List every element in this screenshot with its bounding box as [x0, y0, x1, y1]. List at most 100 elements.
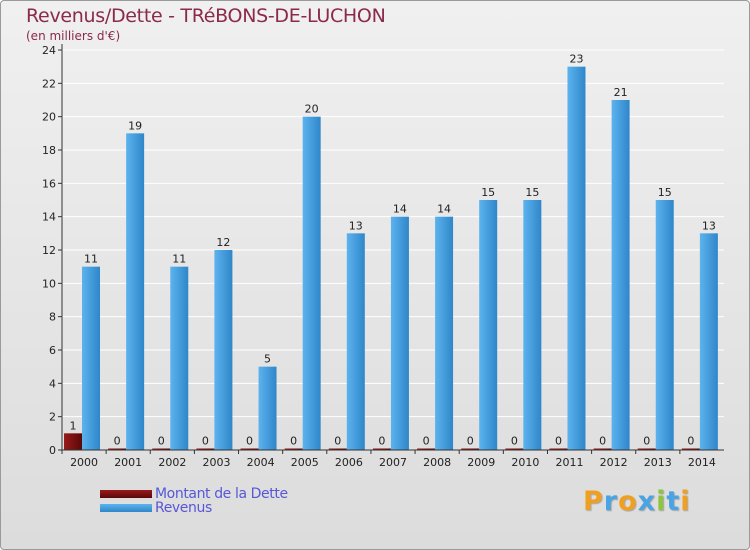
x-tick-label-2007: 2007 — [379, 456, 407, 469]
bar-dette-2012 — [593, 448, 612, 450]
data-label-revenus-2013: 15 — [658, 186, 672, 199]
x-tick-label-2005: 2005 — [291, 456, 319, 469]
x-tick-label-2003: 2003 — [202, 456, 230, 469]
y-tick-label-16: 16 — [42, 177, 56, 190]
bar-revenus-2002 — [170, 266, 189, 450]
logo-letter: t — [666, 486, 681, 517]
x-tick-label-2010: 2010 — [511, 456, 539, 469]
data-label-revenus-2002: 11 — [172, 253, 186, 266]
bar-dette-2011 — [549, 448, 568, 450]
data-label-dette-2007: 0 — [378, 435, 385, 448]
bar-dette-2007 — [372, 448, 391, 450]
legend-item-revenus: Revenus — [100, 500, 212, 516]
data-label-dette-2008: 0 — [423, 435, 430, 448]
bar-dette-2014 — [681, 448, 700, 450]
y-tick-label-8: 8 — [49, 311, 56, 324]
bar-dette-2009 — [461, 448, 480, 450]
data-label-dette-2006: 0 — [334, 435, 341, 448]
y-tick-label-10: 10 — [42, 277, 56, 290]
x-tick-label-2012: 2012 — [600, 456, 628, 469]
bar-revenus-2012 — [611, 100, 630, 450]
data-label-revenus-2014: 13 — [702, 219, 716, 232]
data-label-dette-2003: 0 — [202, 435, 209, 448]
data-label-revenus-2011: 23 — [569, 53, 583, 66]
legend-label-revenus: Revenus — [155, 500, 212, 516]
bar-dette-2002 — [152, 448, 171, 450]
bar-revenus-2004 — [258, 366, 277, 450]
bar-revenus-2000 — [82, 266, 100, 450]
data-label-dette-2012: 0 — [599, 435, 606, 448]
y-tick-label-14: 14 — [42, 211, 56, 224]
y-tick-label-20: 20 — [42, 111, 56, 124]
y-tick-label-0: 0 — [49, 444, 56, 457]
bar-revenus-2013 — [655, 200, 674, 450]
bar-revenus-2001 — [126, 133, 145, 451]
x-tick-label-2014: 2014 — [688, 456, 716, 469]
logo-letter: P — [583, 486, 604, 517]
bar-revenus-2007 — [390, 216, 409, 450]
data-label-dette-2000: 1 — [70, 419, 77, 432]
bar-revenus-2011 — [567, 66, 586, 451]
data-label-dette-2005: 0 — [290, 435, 297, 448]
data-label-revenus-2004: 5 — [264, 353, 271, 366]
y-tick-label-12: 12 — [42, 244, 56, 257]
x-tick-label-2000: 2000 — [70, 456, 98, 469]
x-tick-label-2002: 2002 — [158, 456, 186, 469]
bar-revenus-2009 — [479, 200, 498, 450]
data-label-revenus-2005: 20 — [305, 103, 319, 116]
bar-dette-2004 — [240, 448, 259, 450]
data-label-dette-2001: 0 — [114, 435, 121, 448]
bar-revenus-2008 — [435, 216, 454, 450]
x-tick-label-2004: 2004 — [247, 456, 275, 469]
data-label-dette-2002: 0 — [158, 435, 165, 448]
x-tick-label-2009: 2009 — [467, 456, 495, 469]
chart-subtitle: (en milliers d'€) — [26, 29, 121, 43]
logo-letter: x — [637, 486, 657, 517]
y-tick-label-24: 24 — [42, 44, 56, 57]
data-label-revenus-2007: 14 — [393, 203, 407, 216]
logo-letter: r — [603, 486, 619, 517]
data-label-revenus-2001: 19 — [128, 119, 142, 132]
bar-dette-2008 — [417, 448, 436, 450]
bar-revenus-2014 — [699, 233, 718, 450]
data-label-dette-2013: 0 — [643, 435, 650, 448]
x-tick-label-2006: 2006 — [335, 456, 363, 469]
bar-dette-2013 — [637, 448, 656, 450]
logo-letter: i — [656, 486, 667, 517]
chart-title: Revenus/Dette - TRéBONS-DE-LUCHON — [26, 5, 386, 27]
y-tick-label-6: 6 — [49, 344, 56, 357]
bar-revenus-2003 — [214, 250, 233, 450]
bar-revenus-2006 — [346, 233, 365, 450]
data-label-dette-2014: 0 — [687, 435, 694, 448]
bar-dette-2001 — [108, 448, 127, 450]
bar-dette-2000 — [64, 433, 82, 450]
bar-dette-2010 — [505, 448, 524, 450]
legend-swatch-dette — [100, 490, 152, 498]
logo-letter: o — [618, 486, 638, 517]
x-tick-label-2008: 2008 — [423, 456, 451, 469]
data-label-revenus-2010: 15 — [525, 186, 539, 199]
legend-label-dette: Montant de la Dette — [155, 486, 288, 502]
data-label-dette-2011: 0 — [555, 435, 562, 448]
data-label-revenus-2006: 13 — [349, 219, 363, 232]
logo-letter: i — [680, 486, 691, 517]
data-label-revenus-2008: 14 — [437, 203, 451, 216]
proxiti-logo: Proxiti — [583, 486, 691, 517]
bar-revenus-2010 — [523, 200, 542, 450]
data-label-revenus-2012: 21 — [614, 86, 628, 99]
data-label-dette-2009: 0 — [467, 435, 474, 448]
y-tick-label-4: 4 — [49, 377, 56, 390]
legend-item-dette: Montant de la Dette — [100, 486, 288, 502]
data-label-revenus-2000: 11 — [84, 253, 98, 266]
bar-dette-2006 — [328, 448, 347, 450]
data-label-dette-2004: 0 — [246, 435, 253, 448]
x-tick-label-2001: 2001 — [114, 456, 142, 469]
x-tick-label-2011: 2011 — [556, 456, 584, 469]
y-tick-label-18: 18 — [42, 144, 56, 157]
bar-dette-2005 — [284, 448, 303, 450]
bar-revenus-2005 — [302, 116, 321, 451]
bar-dette-2003 — [196, 448, 215, 450]
data-label-revenus-2009: 15 — [481, 186, 495, 199]
x-tick-label-2013: 2013 — [644, 456, 672, 469]
